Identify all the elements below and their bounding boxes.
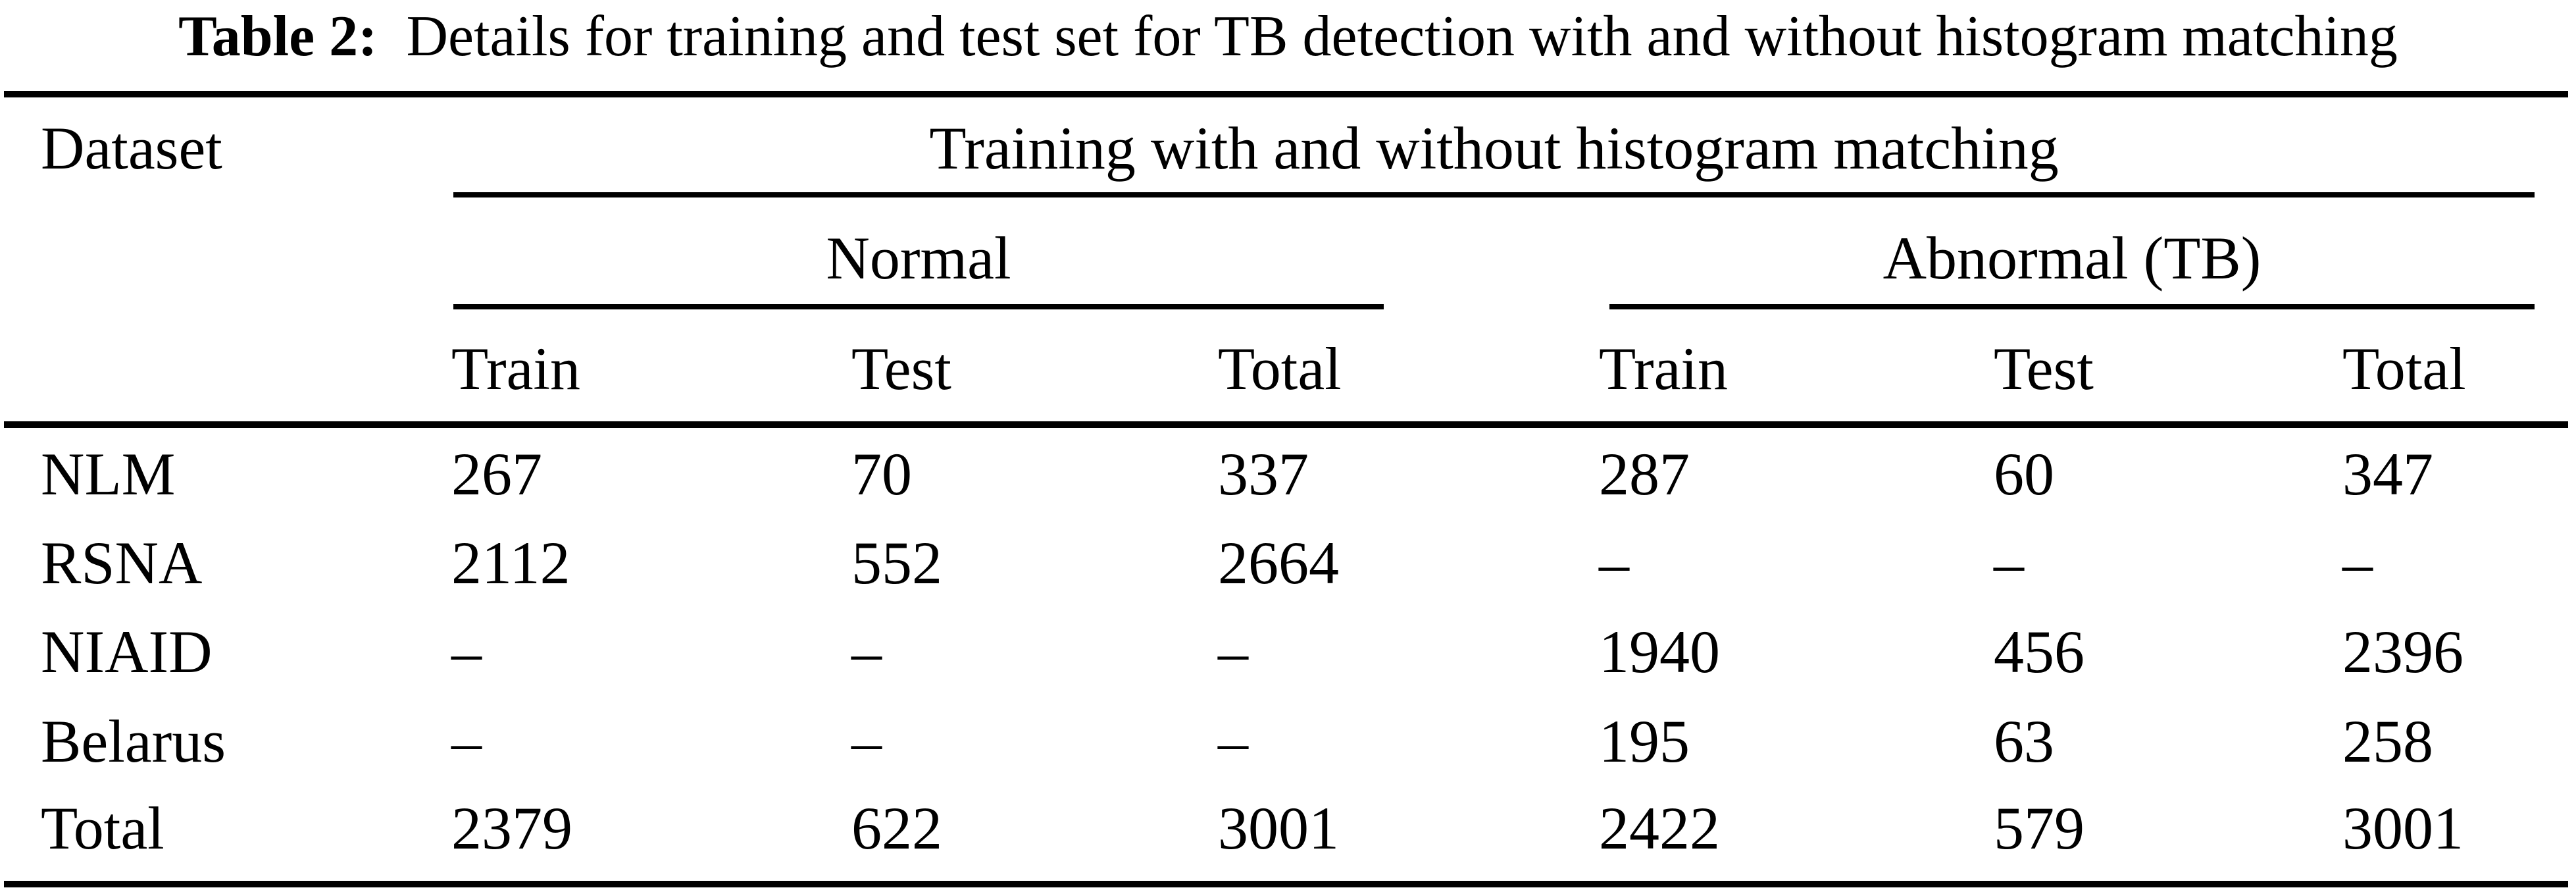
table-caption: Table 2: Details for training and test s… bbox=[0, 0, 2576, 74]
column-header-abnormal-total: Total bbox=[2342, 335, 2466, 402]
table-caption-text-inner: Details for training and test set for TB… bbox=[406, 5, 2398, 68]
cell-value: 456 bbox=[1994, 618, 2084, 685]
column-header-spacer bbox=[41, 323, 451, 415]
cell-value: – bbox=[2342, 529, 2373, 596]
cell-value: 70 bbox=[851, 440, 912, 508]
cell-value: 337 bbox=[1218, 440, 1309, 508]
cell-value: – bbox=[851, 618, 882, 685]
cell-value: 2422 bbox=[1599, 795, 1720, 862]
cell-value: 3001 bbox=[2342, 795, 2463, 862]
column-header-abnormal-train: Train bbox=[1599, 335, 1728, 402]
cell-value: – bbox=[1218, 618, 1248, 685]
table-row-nlm: NLM 267 70 337 287 60 347 bbox=[0, 428, 2576, 520]
cell-value: – bbox=[451, 618, 482, 685]
row-label: Belarus bbox=[41, 708, 226, 775]
cell-value: – bbox=[451, 708, 482, 775]
cell-value: 347 bbox=[2342, 440, 2433, 508]
column-header-normal-total: Total bbox=[1218, 335, 1342, 402]
row-label: NLM bbox=[41, 440, 176, 508]
table-rule-top bbox=[4, 91, 2568, 97]
cell-value: 63 bbox=[1994, 708, 2054, 775]
table-caption-text: Details for training and test set for TB… bbox=[391, 5, 2397, 68]
cell-value: 579 bbox=[1994, 795, 2084, 862]
table-row-rsna: RSNA 2112 552 2664 – – – bbox=[0, 517, 2576, 609]
group-header-normal: Normal bbox=[826, 224, 1011, 292]
span-header-underline bbox=[453, 192, 2535, 197]
cell-value: 258 bbox=[2342, 708, 2433, 775]
table-row-belarus: Belarus – – – 195 63 258 bbox=[0, 695, 2576, 787]
cell-value: 287 bbox=[1599, 440, 1690, 508]
table-row-niaid: NIAID – – – 1940 456 2396 bbox=[0, 606, 2576, 698]
row-label: RSNA bbox=[41, 529, 203, 596]
table-rule-mid bbox=[4, 421, 2568, 428]
group-underline-normal bbox=[453, 304, 1384, 309]
column-header-normal-train: Train bbox=[451, 335, 580, 402]
cell-value: 2379 bbox=[451, 795, 572, 862]
span-header-training: Training with and without histogram matc… bbox=[929, 115, 2059, 182]
cell-value: – bbox=[1599, 529, 1629, 596]
column-header-normal-test: Test bbox=[851, 335, 951, 402]
dataset-column-header: Dataset bbox=[41, 115, 222, 182]
column-header-row: Train Test Total Train Test Total bbox=[0, 323, 2576, 415]
header-row-1: Dataset bbox=[0, 102, 2576, 194]
cell-value: 2396 bbox=[2342, 618, 2463, 685]
row-label: NIAID bbox=[41, 618, 213, 685]
cell-value: 3001 bbox=[1218, 795, 1339, 862]
cell-value: – bbox=[1994, 529, 2024, 596]
cell-value: 60 bbox=[1994, 440, 2054, 508]
cell-value: – bbox=[851, 708, 882, 775]
cell-value: 622 bbox=[851, 795, 942, 862]
cell-value: 552 bbox=[851, 529, 942, 596]
group-underline-abnormal bbox=[1609, 304, 2535, 309]
column-header-abnormal-test: Test bbox=[1994, 335, 2094, 402]
table-caption-number: Table 2: bbox=[178, 5, 378, 68]
cell-value: – bbox=[1218, 708, 1248, 775]
table-row-total: Total 2379 622 3001 2422 579 3001 bbox=[0, 782, 2576, 874]
cell-value: 2664 bbox=[1218, 529, 1339, 596]
table-rule-bottom bbox=[4, 881, 2568, 887]
cell-value: 2112 bbox=[451, 529, 570, 596]
cell-value: 267 bbox=[451, 440, 542, 508]
group-header-abnormal: Abnormal (TB) bbox=[1882, 224, 2261, 292]
cell-value: 195 bbox=[1599, 708, 1690, 775]
cell-value: 1940 bbox=[1599, 618, 1720, 685]
row-label: Total bbox=[41, 795, 164, 862]
